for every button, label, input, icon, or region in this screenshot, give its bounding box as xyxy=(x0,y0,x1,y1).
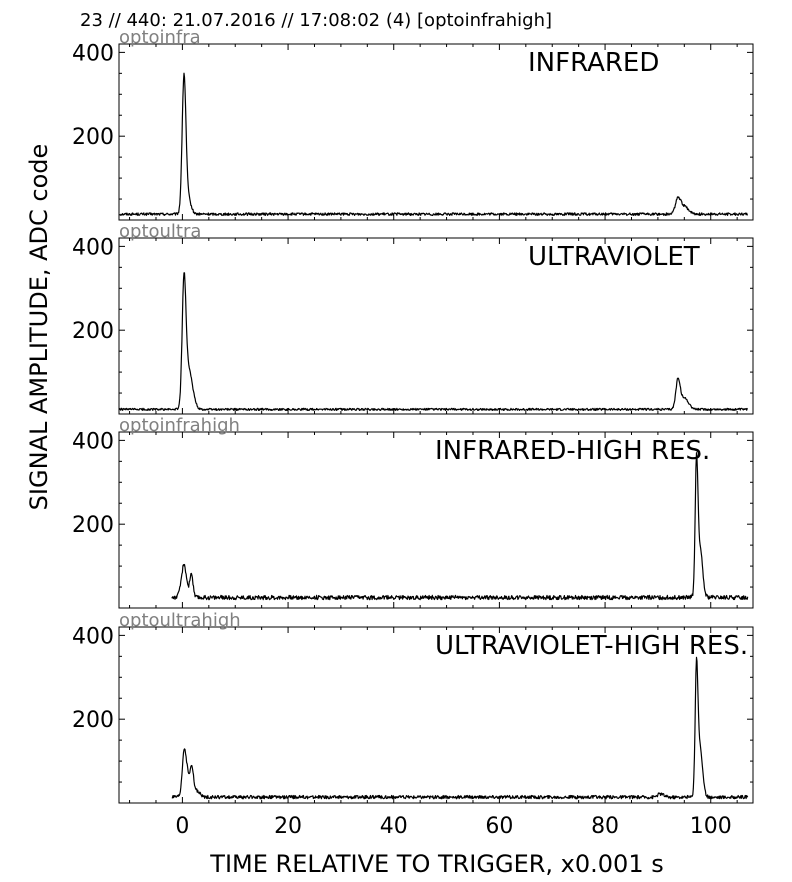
panel-title: INFRARED-HIGH RES. xyxy=(435,436,710,466)
panel-3: optoinfrahigh INFRARED-HIGH RES. 200 400 xyxy=(72,415,754,609)
y-tick-label: 400 xyxy=(72,235,114,260)
figure-header: 23 // 440: 21.07.2016 // 17:08:02 (4) [o… xyxy=(80,10,552,31)
panel-frame xyxy=(118,237,754,415)
panel-source-label: optoinfrahigh xyxy=(119,415,240,436)
signal-line-panel-4 xyxy=(171,656,749,800)
panel-source-label: optoinfra xyxy=(119,27,201,48)
panel-frame xyxy=(118,626,754,804)
signal-line-panel-1 xyxy=(118,72,749,216)
x-tick-label: 80 xyxy=(591,814,619,839)
panels-group: optoinfraINFRARED200400optoultraULTRAVIO… xyxy=(72,27,754,839)
panel-2: optoultra ULTRAVIOLET 200 400 xyxy=(72,221,754,415)
panel-source-label: optoultra xyxy=(119,221,201,242)
y-tick-label: 400 xyxy=(72,624,114,649)
panel-title: ULTRAVIOLET-HIGH RES. xyxy=(435,631,748,661)
y-tick-label: 200 xyxy=(72,125,114,150)
panel-frame xyxy=(118,43,754,221)
y-tick-label: 400 xyxy=(72,429,114,454)
x-tick-label: 20 xyxy=(274,814,302,839)
panel-source-label: optoultrahigh xyxy=(119,610,241,631)
x-tick-label: 40 xyxy=(380,814,408,839)
x-tick-label: 60 xyxy=(485,814,513,839)
y-tick-label: 200 xyxy=(72,319,114,344)
panel-title: INFRARED xyxy=(528,48,659,78)
panel-1: optoinfra INFRARED 200 400 xyxy=(72,27,754,221)
x-axis-label: TIME RELATIVE TO TRIGGER, x0.001 s xyxy=(209,850,663,878)
y-tick-label: 200 xyxy=(72,513,114,538)
panel-frame xyxy=(118,431,754,609)
signal-line-panel-2 xyxy=(118,272,748,411)
y-axis-label: SIGNAL AMPLITUDE, ADC code xyxy=(25,144,53,511)
x-tick-label: 0 xyxy=(175,814,189,839)
y-tick-label: 200 xyxy=(72,708,114,733)
panel-title: ULTRAVIOLET xyxy=(528,242,700,272)
signal-line-panel-3 xyxy=(171,452,749,601)
y-tick-label: 400 xyxy=(72,41,114,66)
x-tick-label: 100 xyxy=(690,814,732,839)
